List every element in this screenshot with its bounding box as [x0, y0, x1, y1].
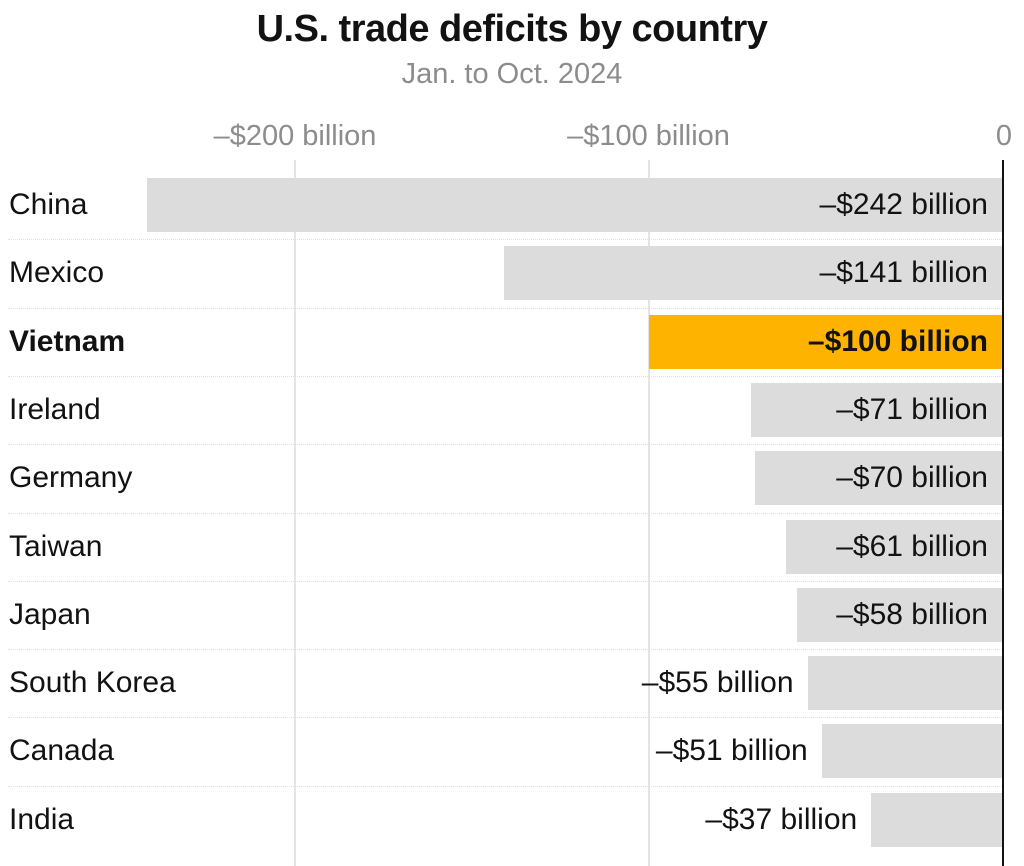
category-label: Mexico [9, 256, 105, 290]
row-separator [8, 375, 1004, 377]
bar-canada [821, 724, 1002, 779]
category-label: China [9, 188, 88, 221]
bar-germany [754, 451, 1002, 506]
bar-japan [796, 587, 1002, 642]
data-label: –$70 billion [836, 461, 988, 495]
x-tick-label: –$100 billion [567, 120, 730, 152]
category-label: Canada [9, 734, 115, 768]
x-tick-label: –$200 billion [213, 120, 377, 152]
data-label: –$242 billion [819, 188, 988, 221]
row-separator [8, 512, 1004, 514]
data-label: –$58 billion [836, 597, 988, 631]
category-label: Taiwan [9, 529, 103, 563]
bar-south-korea [807, 656, 1002, 711]
data-label: –$51 billion [655, 734, 808, 768]
bar-taiwan [786, 519, 1002, 574]
bar-ireland [751, 382, 1002, 437]
data-label: –$55 billion [641, 666, 794, 700]
bar-vietnam [648, 314, 1002, 369]
category-label: Germany [9, 461, 133, 495]
bar-china [146, 178, 1002, 232]
chart-title: U.S. trade deficits by country [256, 8, 768, 50]
bar-india [871, 792, 1002, 847]
category-label: South Korea [9, 666, 176, 700]
row-separator [8, 717, 1004, 719]
category-label: India [9, 802, 75, 836]
x-tick-label: 0 [995, 120, 1012, 152]
data-label: –$61 billion [836, 529, 988, 563]
category-label: Ireland [9, 392, 101, 426]
zero-axis-line [1002, 160, 1004, 866]
chart-subtitle: Jan. to Oct. 2024 [401, 58, 623, 90]
data-label: –$100 billion [807, 324, 988, 358]
row-separator [8, 649, 1004, 651]
row-separator [8, 307, 1004, 309]
row-separator [8, 785, 1004, 787]
row-separator [8, 239, 1004, 241]
data-label: –$71 billion [836, 392, 988, 426]
row-separator [8, 580, 1004, 582]
row-separator [8, 444, 1004, 446]
category-label: Japan [9, 597, 91, 631]
data-label: –$37 billion [705, 802, 858, 836]
category-label: Vietnam [9, 324, 126, 358]
bar-mexico [503, 246, 1002, 301]
data-label: –$141 billion [819, 256, 988, 290]
